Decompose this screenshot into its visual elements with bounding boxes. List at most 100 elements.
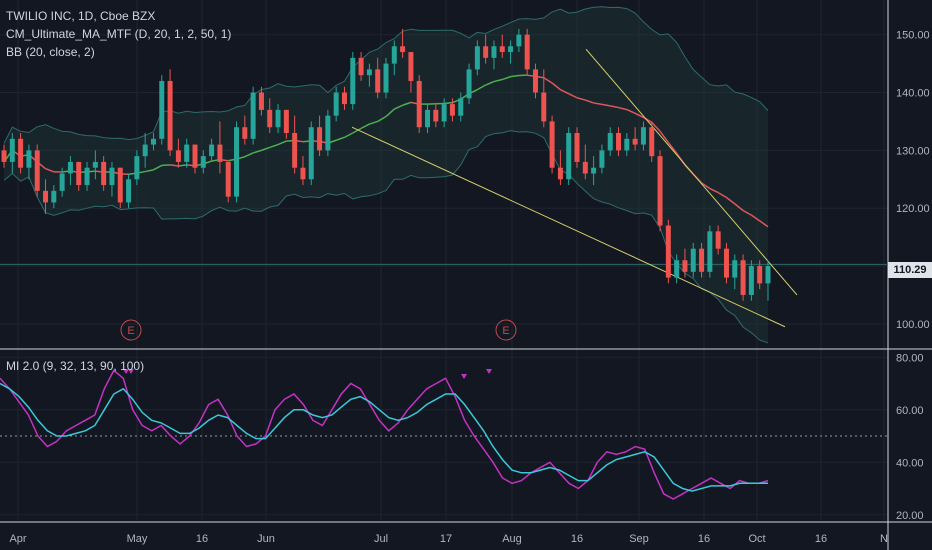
moving-average-segment xyxy=(493,78,503,83)
candle-body xyxy=(134,156,140,180)
candle-body xyxy=(466,69,472,99)
moving-average-segment xyxy=(734,203,744,212)
moving-average-segment xyxy=(709,187,719,194)
moving-average-segment xyxy=(352,127,362,134)
moving-average-segment xyxy=(701,182,711,190)
time-tick-label: N xyxy=(880,533,888,545)
candle-body xyxy=(491,46,497,58)
candle-body xyxy=(441,104,447,122)
candle-body xyxy=(433,109,439,122)
moving-average-segment xyxy=(651,121,661,132)
candle-body xyxy=(674,260,680,278)
candle-body xyxy=(699,248,705,272)
candle-body xyxy=(416,80,422,128)
candle-body xyxy=(267,109,273,128)
time-tick-label: Jun xyxy=(257,533,275,545)
time-tick-label: Jul xyxy=(374,533,388,545)
candle-body xyxy=(532,69,538,93)
bollinger-band-fill xyxy=(4,6,768,343)
symbol-title[interactable]: TWILIO INC, 1D, Cboe BZX xyxy=(6,9,156,23)
moving-average-segment xyxy=(551,82,561,91)
candle-body xyxy=(325,115,331,151)
moving-average-segment xyxy=(750,214,761,222)
moving-average-segment xyxy=(377,115,387,123)
time-tick-label: Aug xyxy=(502,533,522,545)
candle-body xyxy=(715,231,721,249)
candle-body xyxy=(707,231,713,272)
candle-body xyxy=(109,167,115,186)
earnings-marker-label: E xyxy=(502,325,509,337)
mi-signal-marker xyxy=(461,374,467,379)
candle-body xyxy=(599,150,605,168)
mi-tick-label: 20.00 xyxy=(896,510,924,522)
candle-body xyxy=(624,138,630,151)
moving-average-segment xyxy=(601,103,611,107)
moving-average-segment xyxy=(742,209,752,216)
time-tick-label: Oct xyxy=(748,533,765,545)
candle-body xyxy=(300,167,306,180)
candle-body xyxy=(317,127,323,151)
mi-indicator-label[interactable]: MI 2.0 (9, 32, 13, 90, 100) xyxy=(6,359,145,373)
candle-body xyxy=(142,144,148,157)
candle-body xyxy=(483,46,489,58)
mi-signal-marker xyxy=(486,369,492,374)
candle-body xyxy=(549,121,555,168)
candle-body xyxy=(723,248,729,278)
moving-average-segment xyxy=(659,130,669,144)
candle-body xyxy=(242,127,248,139)
moving-average-segment xyxy=(610,105,619,109)
moving-average-segment xyxy=(717,191,727,199)
moving-average-segment xyxy=(759,220,769,228)
candle-body xyxy=(391,46,397,64)
candle-body xyxy=(209,144,215,157)
candle-body xyxy=(616,133,622,151)
candle-body xyxy=(51,190,57,203)
candle-body xyxy=(258,92,264,110)
time-tick-label: Apr xyxy=(9,533,26,545)
moving-average-segment xyxy=(45,167,55,173)
moving-average-segment xyxy=(476,84,487,91)
time-tick-label: 16 xyxy=(698,533,710,545)
moving-average-segment xyxy=(277,140,287,146)
earnings-marker xyxy=(495,319,517,341)
moving-average-segment xyxy=(618,106,628,111)
bollinger-lower-line xyxy=(3,130,769,344)
moving-average-segment xyxy=(145,169,154,173)
candle-body xyxy=(175,150,181,162)
candle-body xyxy=(499,46,505,53)
candle-body xyxy=(101,161,107,186)
moving-average-segment xyxy=(385,108,395,118)
moving-average-segment xyxy=(269,143,279,149)
candle-body xyxy=(557,167,563,180)
moving-average-segment xyxy=(252,149,262,154)
candle-body xyxy=(59,173,65,191)
candle-body xyxy=(591,167,597,174)
moving-average-segment xyxy=(360,123,370,130)
candle-body xyxy=(757,266,763,284)
moving-average-segment xyxy=(543,77,553,84)
moving-average-segment xyxy=(576,97,586,101)
ma-indicator-label[interactable]: CM_Ultimate_MA_MTF (D, 20, 1, 2, 50, 1) xyxy=(6,27,232,41)
candle-body xyxy=(649,127,655,157)
bb-indicator-label[interactable]: BB (20, close, 2) xyxy=(6,45,95,59)
mi-signal-marker xyxy=(128,369,134,374)
moving-average-segment xyxy=(510,74,519,78)
candle-body xyxy=(375,69,381,93)
candle-body xyxy=(566,133,572,180)
moving-average-segment xyxy=(369,120,378,125)
moving-average-segment xyxy=(726,196,736,205)
candle-body xyxy=(400,46,406,53)
candle-body xyxy=(26,150,32,168)
moving-average-segment xyxy=(178,164,187,167)
candle-body xyxy=(740,260,746,295)
candle-body xyxy=(250,92,256,139)
time-tick-label: May xyxy=(127,533,148,545)
moving-average-segment xyxy=(169,164,179,167)
candle-body xyxy=(18,138,24,168)
candle-body xyxy=(665,225,671,278)
candle-body xyxy=(640,127,646,145)
candle-body xyxy=(159,80,165,139)
candle-body xyxy=(408,52,414,81)
